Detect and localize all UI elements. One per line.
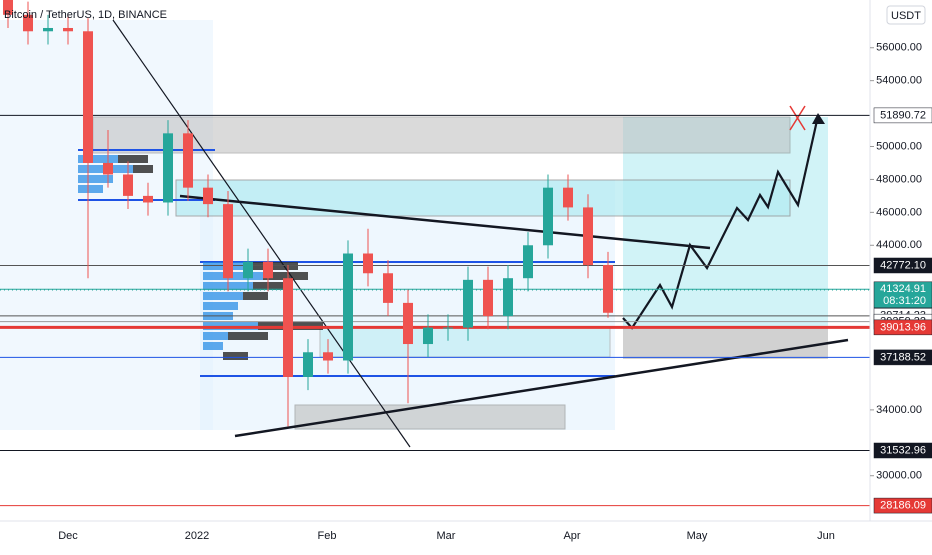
time-label: 2022 (185, 530, 209, 542)
y-tick-label: 34000.00 (876, 404, 922, 416)
candle-body (583, 207, 593, 266)
price-badge (873, 442, 932, 459)
y-tick-label: 54000.00 (876, 75, 922, 87)
candle-body (3, 0, 13, 15)
y-tick-label: 56000.00 (876, 42, 922, 54)
price-badge (873, 349, 932, 366)
time-label: Mar (437, 530, 456, 542)
candle-body (83, 31, 93, 163)
time-label: Apr (563, 530, 580, 542)
candle-body (323, 352, 333, 361)
candle-body (43, 27, 53, 32)
candle-body (303, 352, 313, 377)
candles (3, 0, 613, 427)
drawings (0, 19, 870, 448)
axis: 56000.00 54000.00 50000.00 48000.00 46000.00… (58, 42, 932, 542)
price-badge (873, 497, 932, 514)
candle-body (103, 162, 113, 175)
candle-body (163, 133, 173, 203)
price-scale (870, 0, 932, 550)
y-tick-label: 48000.00 (876, 173, 922, 185)
candle-body (23, 14, 33, 32)
price-badge-label: 31532.96 (880, 444, 926, 456)
price-badge (873, 257, 932, 274)
time-label: May (687, 530, 708, 542)
candle-body (483, 279, 493, 317)
symbol-title: Bitcoin / TetherUS, 1D, BINANCE (4, 9, 167, 21)
candle-body (363, 253, 373, 274)
price-badge-label: 51890.72 (880, 109, 926, 121)
candle-body (343, 253, 353, 361)
candle-body (423, 327, 433, 345)
price-badge (873, 319, 932, 336)
currency-button[interactable] (886, 5, 926, 25)
y-tick-label: 44000.00 (876, 239, 922, 251)
price-badge (873, 281, 932, 309)
candle-body (463, 279, 473, 328)
candle-body (203, 187, 213, 205)
time-label: Dec (58, 530, 78, 542)
candle-body (123, 174, 133, 196)
currency-label[interactable]: USDT (891, 10, 921, 22)
time-label: Feb (318, 530, 337, 542)
candle-body (403, 302, 413, 345)
y-tick-label: 50000.00 (876, 140, 922, 152)
candle-body (523, 245, 533, 279)
y-tick-label: 46000.00 (876, 206, 922, 218)
y-tick-label: 30000.00 (876, 470, 922, 482)
candle-body (563, 187, 573, 208)
candle-body (223, 204, 233, 279)
countdown: 08:31:20 (883, 295, 926, 307)
candle-body (63, 27, 73, 32)
price-badge-label: 28186.09 (880, 499, 926, 511)
price-badge (873, 107, 932, 124)
price-lines (0, 114, 870, 507)
candle-body (183, 133, 193, 188)
candle-body (143, 195, 153, 203)
candle-body (283, 278, 293, 377)
candle-body (603, 265, 613, 313)
time-label: Jun (817, 530, 835, 542)
candle-body (443, 327, 453, 329)
price-badge-label: 41324.91 (880, 283, 926, 295)
candle-body (243, 261, 253, 279)
candle-body (503, 278, 513, 317)
candle-body (263, 261, 273, 279)
price-badge-label: 37188.52 (880, 351, 926, 363)
candle-body (383, 273, 393, 303)
price-badge-label: 39013.96 (880, 321, 926, 333)
candle-body (543, 187, 553, 246)
price-badge-label: 42772.10 (880, 259, 926, 271)
